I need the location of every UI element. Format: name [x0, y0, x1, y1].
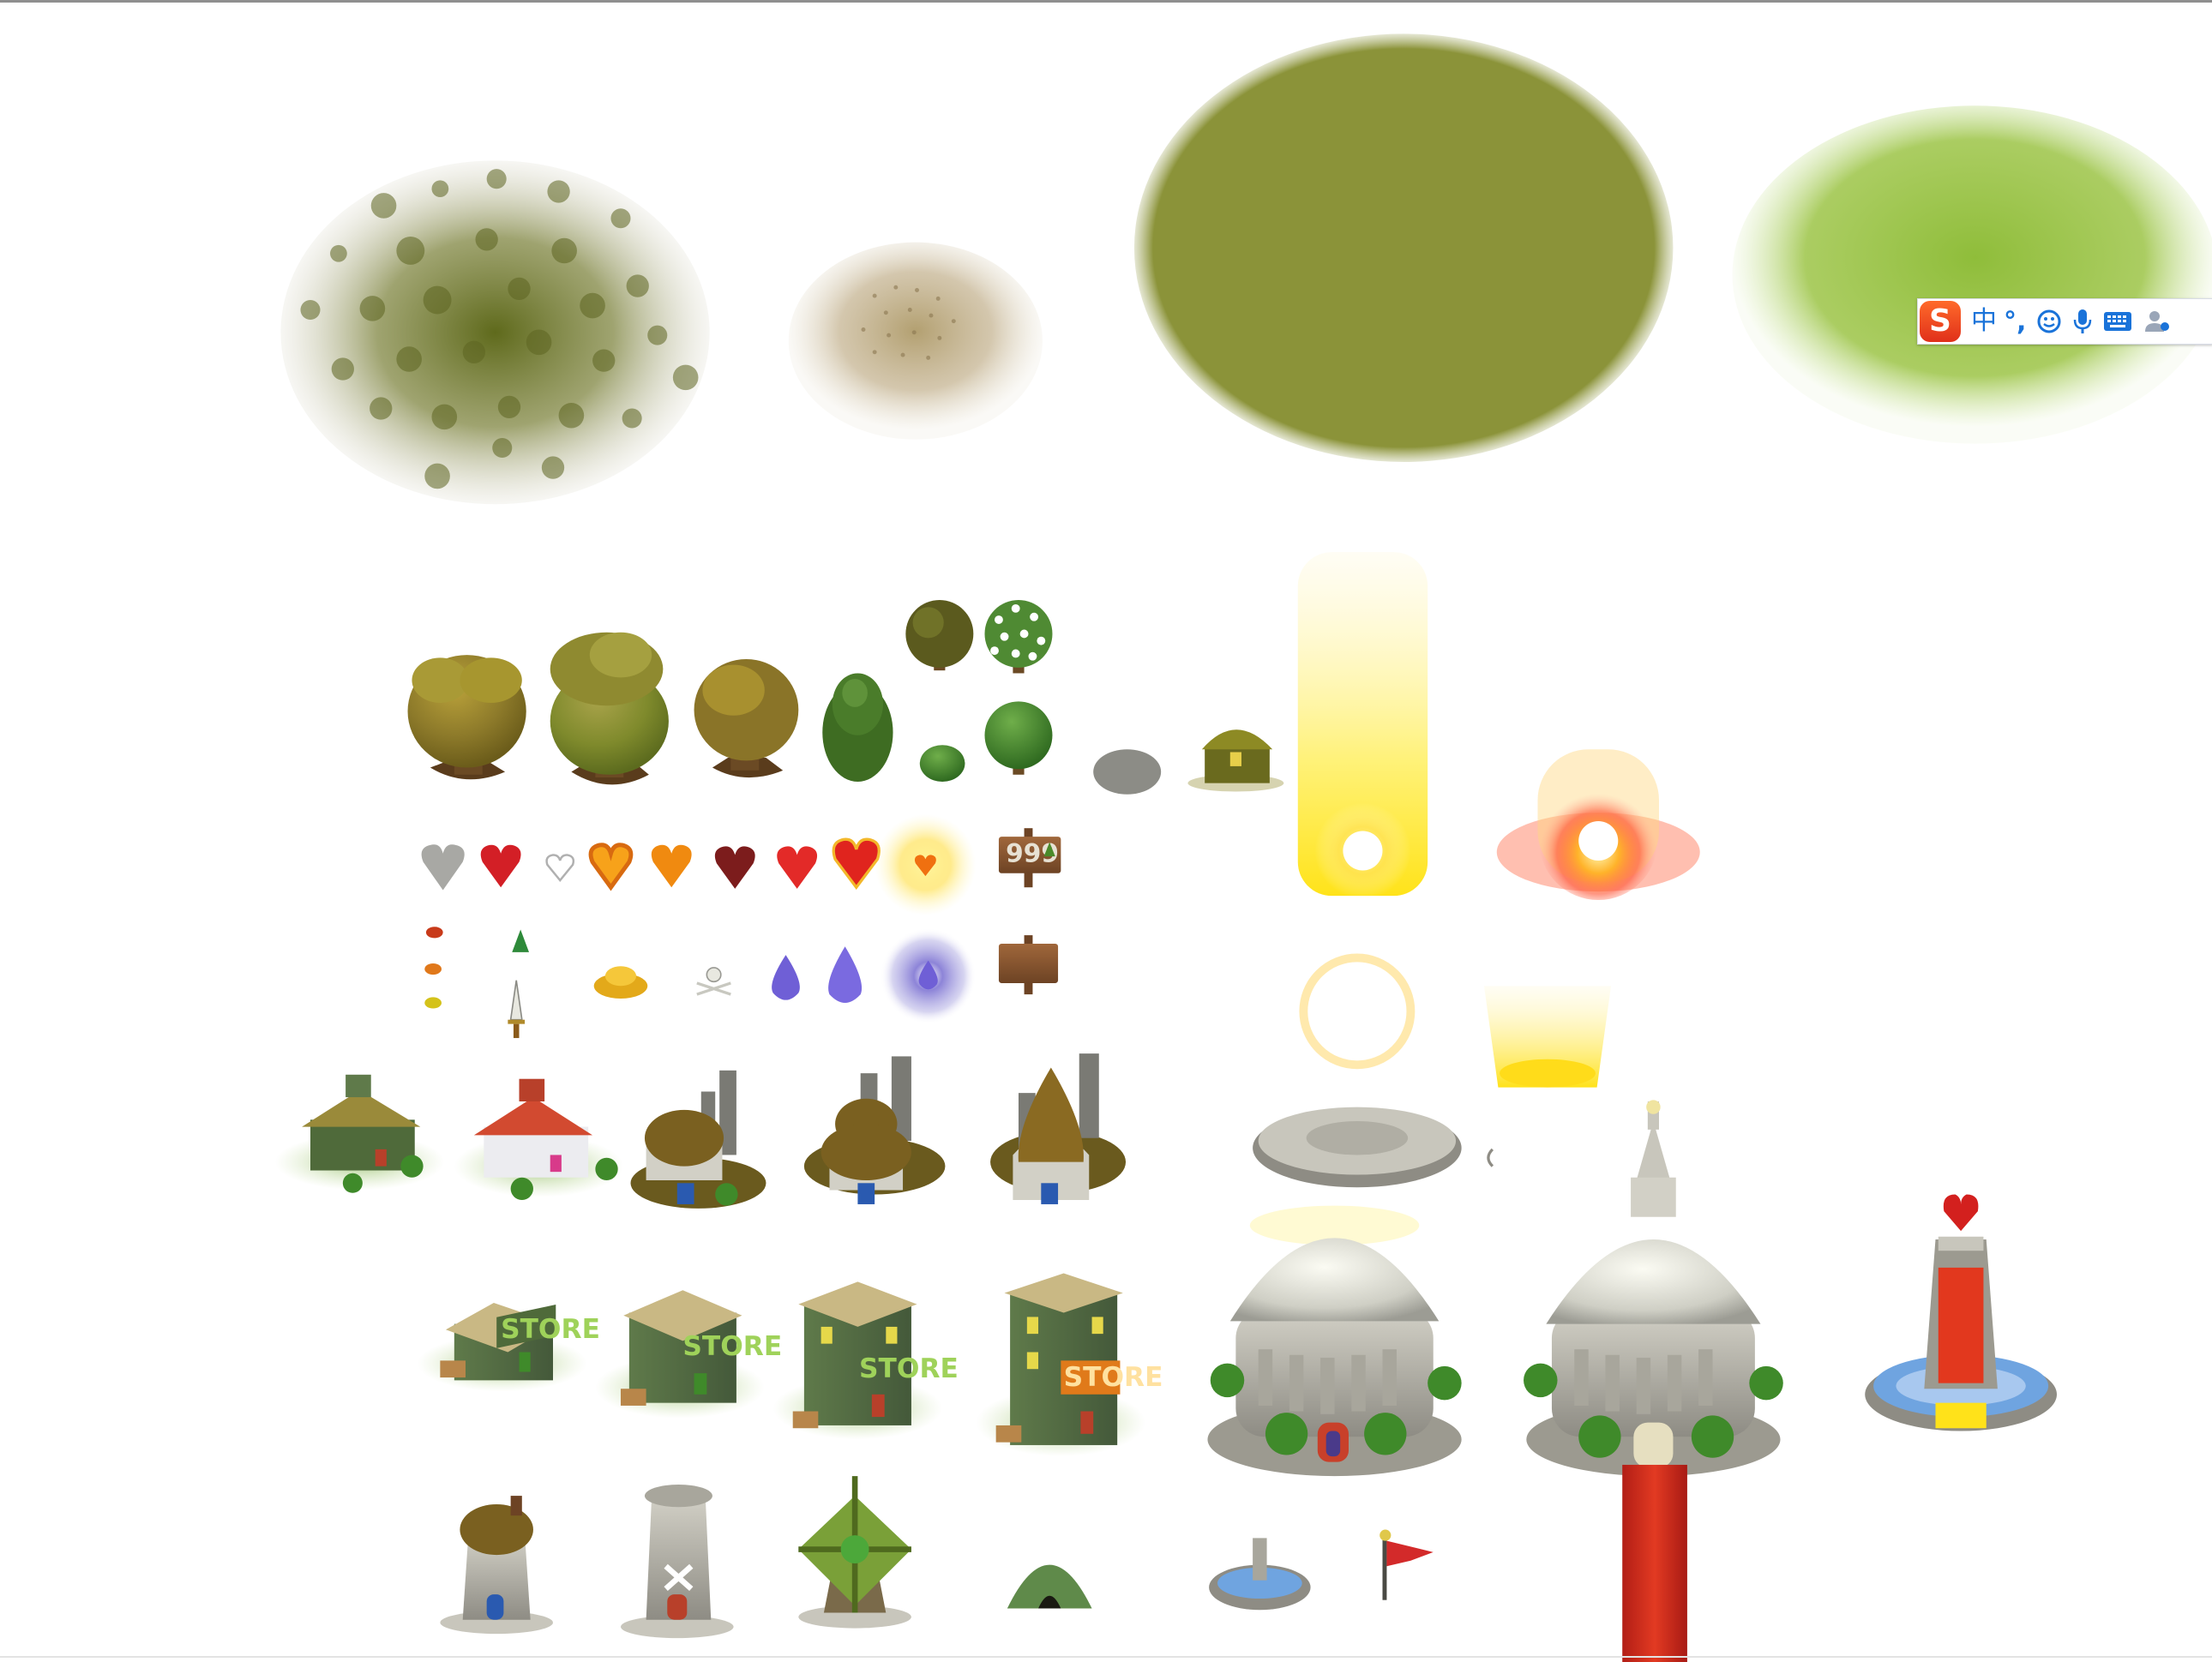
ime-toolbar[interactable]: S 中 °,: [1917, 298, 2212, 345]
large-tree-3: [694, 659, 799, 778]
hut-factory-2: [803, 1056, 946, 1204]
house-green: [274, 1074, 445, 1193]
ime-mode-toggle[interactable]: 中: [1971, 306, 1997, 336]
grey-rock: [1093, 749, 1162, 795]
water-drop-large-icon: [828, 946, 863, 1003]
treasure-chest: [1187, 729, 1284, 792]
bright-grass-patch: [1732, 105, 2212, 444]
heart-grey: [421, 844, 465, 891]
heart-dark-red: [714, 846, 755, 889]
tiny-crescent-mark: [1487, 1148, 1494, 1167]
window-top-border: [0, 0, 2212, 3]
heart-red: [480, 844, 521, 888]
stone-plate: [1253, 1107, 1462, 1188]
light-beam-large: [1297, 552, 1428, 899]
heart-outline: [545, 854, 575, 882]
hut-factory-3: [990, 1053, 1127, 1204]
microphone-icon[interactable]: [2072, 308, 2093, 335]
store-sign-text-2: STORE: [682, 1331, 782, 1362]
store-level-1: STORE: [418, 1302, 600, 1392]
heart-monument: [1865, 1194, 2058, 1431]
capitol-large: [1524, 1100, 1783, 1662]
dark-grass-patch: [280, 160, 710, 505]
round-bush-tree: [984, 701, 1053, 775]
olive-grass-patch: [1133, 33, 1674, 462]
ime-logo-icon[interactable]: S: [1920, 301, 1961, 342]
sand-patch: [788, 242, 1043, 440]
store-sign-text-3: STORE: [859, 1353, 959, 1384]
capitol-small: [1207, 1205, 1462, 1477]
page-bottom-divider: [0, 1656, 2212, 1658]
ime-punctuation-toggle[interactable]: °,: [2004, 306, 2027, 337]
store-sign-text-4: STORE: [1064, 1362, 1163, 1393]
water-glow-orb: [880, 927, 977, 1024]
water-drop-icon: [772, 955, 800, 1000]
windmill: [798, 1476, 911, 1629]
house-white: [454, 1078, 624, 1201]
red-gem: [425, 927, 443, 939]
store-sign-text-1: STORE: [501, 1314, 600, 1345]
large-tree-1: [407, 655, 526, 780]
heart-red-glossy: [832, 837, 881, 890]
light-beam-small: [1483, 986, 1612, 1088]
small-round-tree: [905, 600, 974, 671]
wooden-sign-blank: [998, 935, 1059, 995]
heart-bright-red: [777, 846, 818, 889]
tower-hut: [440, 1496, 553, 1635]
fountain: [1209, 1538, 1311, 1611]
yellow-gem: [424, 997, 442, 1009]
watch-tower: [620, 1484, 734, 1639]
orange-gem: [424, 963, 442, 975]
light-ring: [1299, 953, 1416, 1070]
green-cave: [1007, 1564, 1092, 1609]
mini-pine-icon: [512, 929, 530, 952]
heart-orange: [651, 844, 692, 888]
wooden-sign-999: 999: [998, 828, 1061, 888]
skull-icon: [696, 967, 731, 996]
heart-glow-orb: [875, 813, 977, 916]
hut-factory-1: [630, 1070, 766, 1209]
store-level-2: STORE: [595, 1290, 782, 1419]
gold-pile-icon: [593, 966, 648, 999]
small-bush: [919, 745, 965, 782]
user-icon[interactable]: [2143, 308, 2170, 335]
pine-tree: [822, 673, 893, 782]
smiley-icon[interactable]: [2036, 309, 2062, 334]
large-tree-2: [550, 632, 669, 785]
keyboard-icon[interactable]: [2103, 310, 2132, 333]
red-flag: [1379, 1529, 1434, 1600]
sword-icon: [508, 980, 526, 1039]
store-level-4: STORE: [976, 1273, 1163, 1457]
red-glow-orb: [1496, 749, 1700, 901]
store-level-3: STORE: [772, 1281, 959, 1440]
flowering-tree: [984, 600, 1053, 674]
heart-orange-outlined: [588, 843, 634, 891]
